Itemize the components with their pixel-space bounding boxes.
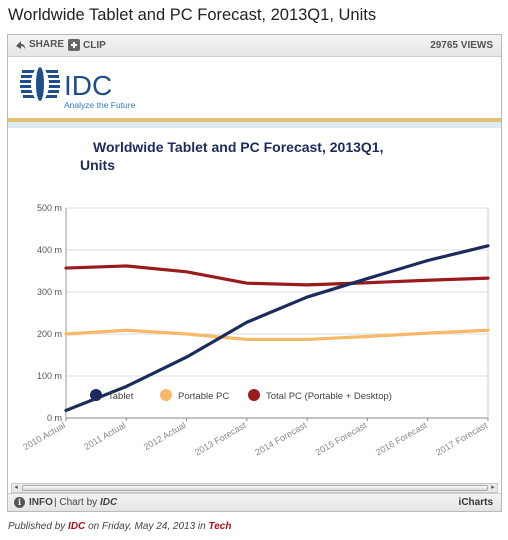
y-tick-label: 300 m (37, 287, 62, 297)
plus-icon (68, 39, 80, 51)
widget-toolbar: SHARE CLIP 29765 VIEWS (8, 35, 501, 57)
legend-label: Portable PC (178, 391, 229, 402)
publisher-link[interactable]: IDC (68, 521, 86, 532)
published-date: on Friday, May 24, 2013 in (88, 521, 206, 532)
series-line-0 (64, 244, 490, 413)
scroll-left-icon[interactable]: ◂ (14, 484, 18, 491)
y-tick-label: 100 m (37, 371, 62, 381)
share-button[interactable]: SHARE (15, 39, 64, 50)
chart-title-line-1: Worldwide Tablet and PC Forecast, 2013Q1… (93, 139, 383, 155)
legend-label: Tablet (108, 391, 134, 402)
logo-tagline: Analyze the Future (64, 100, 136, 110)
accent-band (8, 118, 501, 122)
share-icon (16, 40, 25, 49)
y-tick-label: 0 m (47, 413, 62, 423)
x-tick-label: 2012 Actual (142, 420, 188, 452)
share-label: SHARE (29, 39, 65, 50)
idc-logo: IDC Analyze the Future (20, 67, 170, 111)
chart-by-prefix: | Chart by (54, 497, 98, 508)
icharts-brand[interactable]: iCharts (458, 497, 493, 508)
chart-scrollbar[interactable]: ◂ ▸ (11, 483, 498, 493)
scroll-right-icon[interactable]: ▸ (491, 484, 495, 491)
page-title: Worldwide Tablet and PC Forecast, 2013Q1… (8, 6, 377, 24)
x-tick-label: 2013 Forecast (193, 420, 248, 458)
view-count: 29765 VIEWS (430, 40, 493, 51)
widget-header: IDC Analyze the Future (8, 57, 501, 119)
accent-band-secondary (8, 122, 501, 128)
chart-title-line-2: Units (80, 157, 115, 173)
clip-button[interactable]: CLIP (68, 39, 106, 51)
y-tick-label: 500 m (37, 203, 62, 213)
published-prefix: Published by (8, 521, 66, 532)
legend-marker (248, 389, 260, 401)
line-chart: Worldwide Tablet and PC Forecast, 2013Q1… (21, 139, 490, 458)
category-link[interactable]: Tech (208, 521, 232, 532)
clip-label: CLIP (83, 39, 106, 51)
x-tick-label: 2011 Actual (82, 420, 127, 452)
scroll-thumb[interactable] (22, 485, 488, 491)
chart-by-brand[interactable]: IDC (99, 497, 118, 508)
globe-icon (20, 67, 60, 101)
x-tick-label: 2016 Forecast (374, 420, 429, 458)
chart-widget: SHARE CLIP 29765 VIEWS IDC (7, 34, 502, 512)
x-tick-label: 2015 Forecast (314, 420, 369, 458)
legend-marker (90, 389, 102, 401)
y-tick-label: 400 m (37, 245, 62, 255)
widget-footer: i INFO | Chart by IDC iCharts (8, 493, 501, 511)
legend-label: Total PC (Portable + Desktop) (266, 391, 392, 402)
x-tick-label: 2014 Forecast (253, 420, 308, 458)
x-tick-label: 2010 Actual (21, 420, 67, 452)
x-tick-label: 2017 Forecast (434, 420, 489, 458)
y-tick-label: 200 m (37, 329, 62, 339)
logo-text: IDC (64, 70, 112, 101)
series-line-2 (64, 264, 490, 287)
legend-marker (160, 389, 172, 401)
info-icon[interactable]: i (14, 497, 25, 508)
chart-by-text: | Chart by IDC (54, 497, 117, 508)
published-line: Published by IDC on Friday, May 24, 2013… (8, 521, 231, 532)
info-button[interactable]: INFO (29, 497, 53, 508)
series-line-1 (64, 328, 490, 342)
